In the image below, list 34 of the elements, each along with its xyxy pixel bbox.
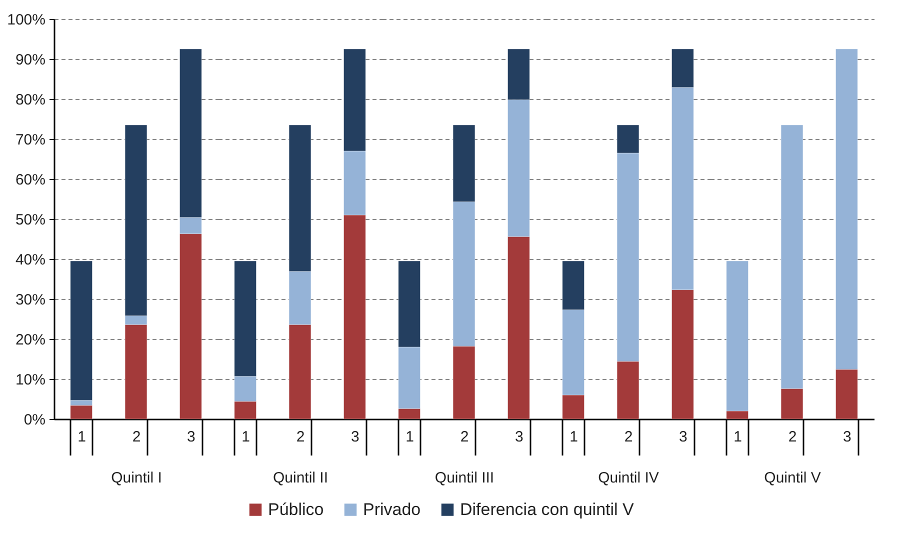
x-axis-title: Quintil III xyxy=(434,469,494,486)
x-tick-label: 2 xyxy=(460,428,469,446)
y-tick-label: 10% xyxy=(15,372,46,388)
x-tick-label: 2 xyxy=(788,428,797,446)
y-tick-label: 50% xyxy=(15,212,46,228)
y-tick-label: 80% xyxy=(15,92,46,108)
x-tick-label: 2 xyxy=(624,428,633,446)
x-tick-label: 2 xyxy=(296,428,305,446)
x-tick-label: 1 xyxy=(406,428,414,446)
x-tick-label: 2 xyxy=(132,428,141,446)
y-tick-label: 60% xyxy=(15,172,46,188)
x-tick-label: 3 xyxy=(842,428,852,446)
x-axis-title: Quintil II xyxy=(272,469,328,486)
x-tick-label: 3 xyxy=(514,428,524,446)
x-tick-label: 3 xyxy=(350,428,360,446)
legend-label: Privado xyxy=(363,500,421,519)
y-tick-label: 0% xyxy=(24,412,46,428)
x-axis-title: Quintil IV xyxy=(598,469,659,486)
x-tick-label: 1 xyxy=(78,428,86,446)
legend-label: Público xyxy=(268,500,324,519)
x-tick-label: 1 xyxy=(570,428,578,446)
y-tick-label: 70% xyxy=(15,132,46,148)
y-tick-label: 20% xyxy=(15,332,46,348)
y-tick-label: 40% xyxy=(15,252,46,268)
x-tick-label: 1 xyxy=(734,428,742,446)
x-axis-title: Quintil I xyxy=(111,469,162,486)
legend-label: Diferencia con quintil V xyxy=(460,500,635,519)
x-axis-title: Quintil V xyxy=(764,469,821,486)
y-tick-label: 90% xyxy=(15,52,46,68)
y-tick-label: 100% xyxy=(7,12,46,28)
x-tick-label: 1 xyxy=(242,428,250,446)
y-tick-label: 30% xyxy=(15,292,46,308)
x-tick-label: 3 xyxy=(186,428,196,446)
x-tick-label: 3 xyxy=(678,428,688,446)
